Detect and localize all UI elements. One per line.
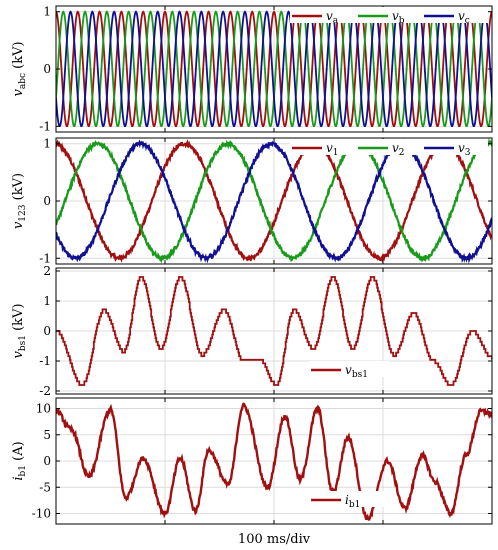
panel-2: -1 0 1 v123 (kV) v1 v2 v3 — [11, 137, 493, 265]
ytick-label: -1 — [39, 119, 51, 133]
plot-area — [56, 402, 492, 521]
legend-label: v3 — [458, 141, 471, 158]
ytick-label: -10 — [32, 507, 51, 521]
y-axis-label: vabc (kV) — [11, 41, 28, 96]
legend-bg — [290, 7, 488, 23]
legend: ib1 — [309, 491, 390, 510]
series-v_2 — [56, 138, 492, 264]
plot-area — [56, 276, 492, 386]
plot-area — [56, 138, 492, 264]
panel-3: -2 -1 0 1 2 vbs1 (kV) vbs1 — [11, 264, 493, 398]
legend-bg — [290, 139, 488, 155]
ytick-label: 2 — [43, 264, 51, 278]
series-i_b1 — [56, 402, 492, 521]
legend-label: vc — [458, 9, 470, 26]
ytick-label: -2 — [39, 384, 51, 398]
legend-label: ib1 — [345, 493, 360, 510]
ytick-label: -1 — [39, 251, 51, 265]
y-axis-label: ib1 (A) — [11, 441, 28, 480]
ytick-label: 0 — [43, 454, 51, 468]
legend: va vb vc — [290, 7, 488, 26]
legend: vbs1 — [309, 361, 390, 380]
y-axis-label: vbs1 (kV) — [11, 303, 28, 358]
series-v_3 — [56, 138, 492, 264]
ytick-label: -5 — [39, 480, 51, 494]
ytick-label: 1 — [43, 137, 51, 151]
legend-label: v1 — [326, 141, 339, 158]
x-axis-label: 100 ms/div — [238, 532, 311, 547]
ytick-label: 1 — [43, 294, 51, 308]
legend-label: v2 — [392, 141, 405, 158]
legend-label: va — [326, 9, 339, 26]
ytick-label: 5 — [43, 428, 51, 442]
legend-bg — [309, 361, 390, 377]
legend-label: vb — [392, 9, 405, 26]
ytick-label: 1 — [43, 5, 51, 19]
legend-bg — [309, 491, 390, 507]
ytick-label: 0 — [43, 194, 51, 208]
panel-4: -10 -5 0 5 10 ib1 (A) ib1 — [11, 397, 493, 525]
legend: v1 v2 v3 — [290, 139, 488, 158]
panel-1: -1 0 1 vabc (kV) va vb vc — [11, 5, 493, 133]
legend-label: vbs1 — [345, 363, 368, 380]
ytick-label: 10 — [36, 402, 51, 416]
series-v_bs1 — [56, 276, 492, 386]
ytick-label: -1 — [39, 354, 51, 368]
series-v_1 — [56, 139, 492, 264]
ytick-label: 0 — [43, 324, 51, 338]
y-axis-label: v123 (kV) — [11, 173, 28, 229]
ytick-label: 0 — [43, 62, 51, 76]
